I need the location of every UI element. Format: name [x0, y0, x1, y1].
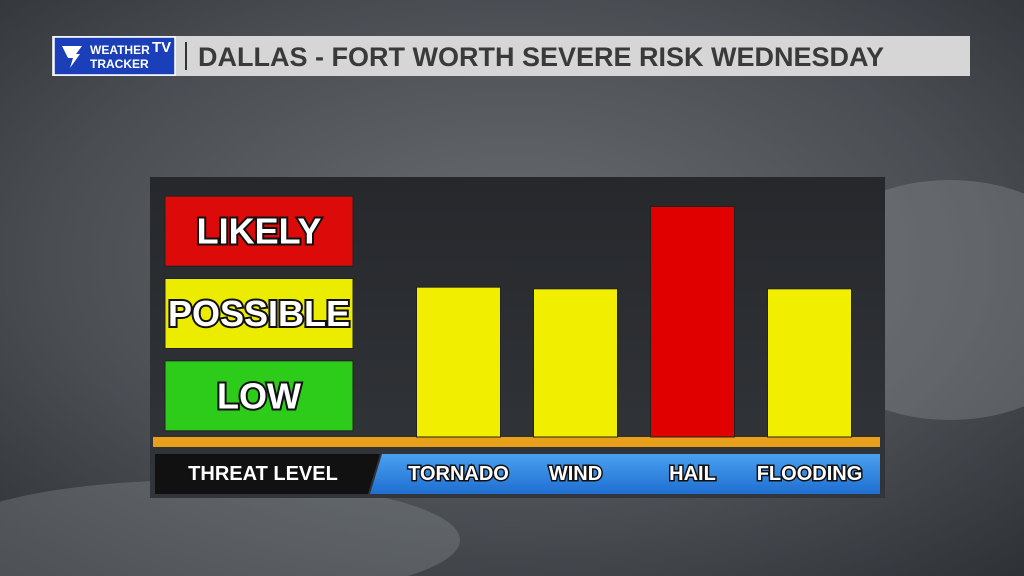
divider [185, 42, 187, 70]
x-tick-label: FLOODING [757, 463, 863, 485]
category-strip [370, 454, 880, 494]
logo-badge: TV [152, 39, 171, 56]
y-tick-label: POSSIBLE [168, 293, 350, 334]
logo-line2: TRACKER [90, 57, 149, 71]
ylabel-box [155, 454, 380, 494]
bar [767, 288, 852, 438]
header-bar [52, 36, 970, 76]
bar [533, 288, 618, 438]
cloud [0, 480, 460, 576]
x-tick-label: TORNADO [408, 463, 509, 485]
y-tick-label: LOW [217, 375, 301, 416]
bar [650, 205, 735, 438]
level-box [164, 278, 354, 349]
logo-icon [62, 46, 82, 68]
chart-title: DALLAS - FORT WORTH SEVERE RISK WEDNESDA… [198, 42, 884, 72]
ylabel: THREAT LEVEL [188, 463, 338, 485]
level-box [164, 360, 354, 432]
level-box [164, 195, 354, 267]
bar [416, 286, 501, 438]
y-tick-label: LIKELY [197, 211, 322, 252]
baseline [153, 437, 880, 447]
x-tick-label: HAIL [669, 463, 716, 485]
logo-line1: WEATHER [90, 43, 150, 57]
x-tick-label: WIND [549, 463, 602, 485]
plot: LOW POSSIBLE LIKELY TORNADO WIND HAIL FLOODING [164, 195, 864, 487]
